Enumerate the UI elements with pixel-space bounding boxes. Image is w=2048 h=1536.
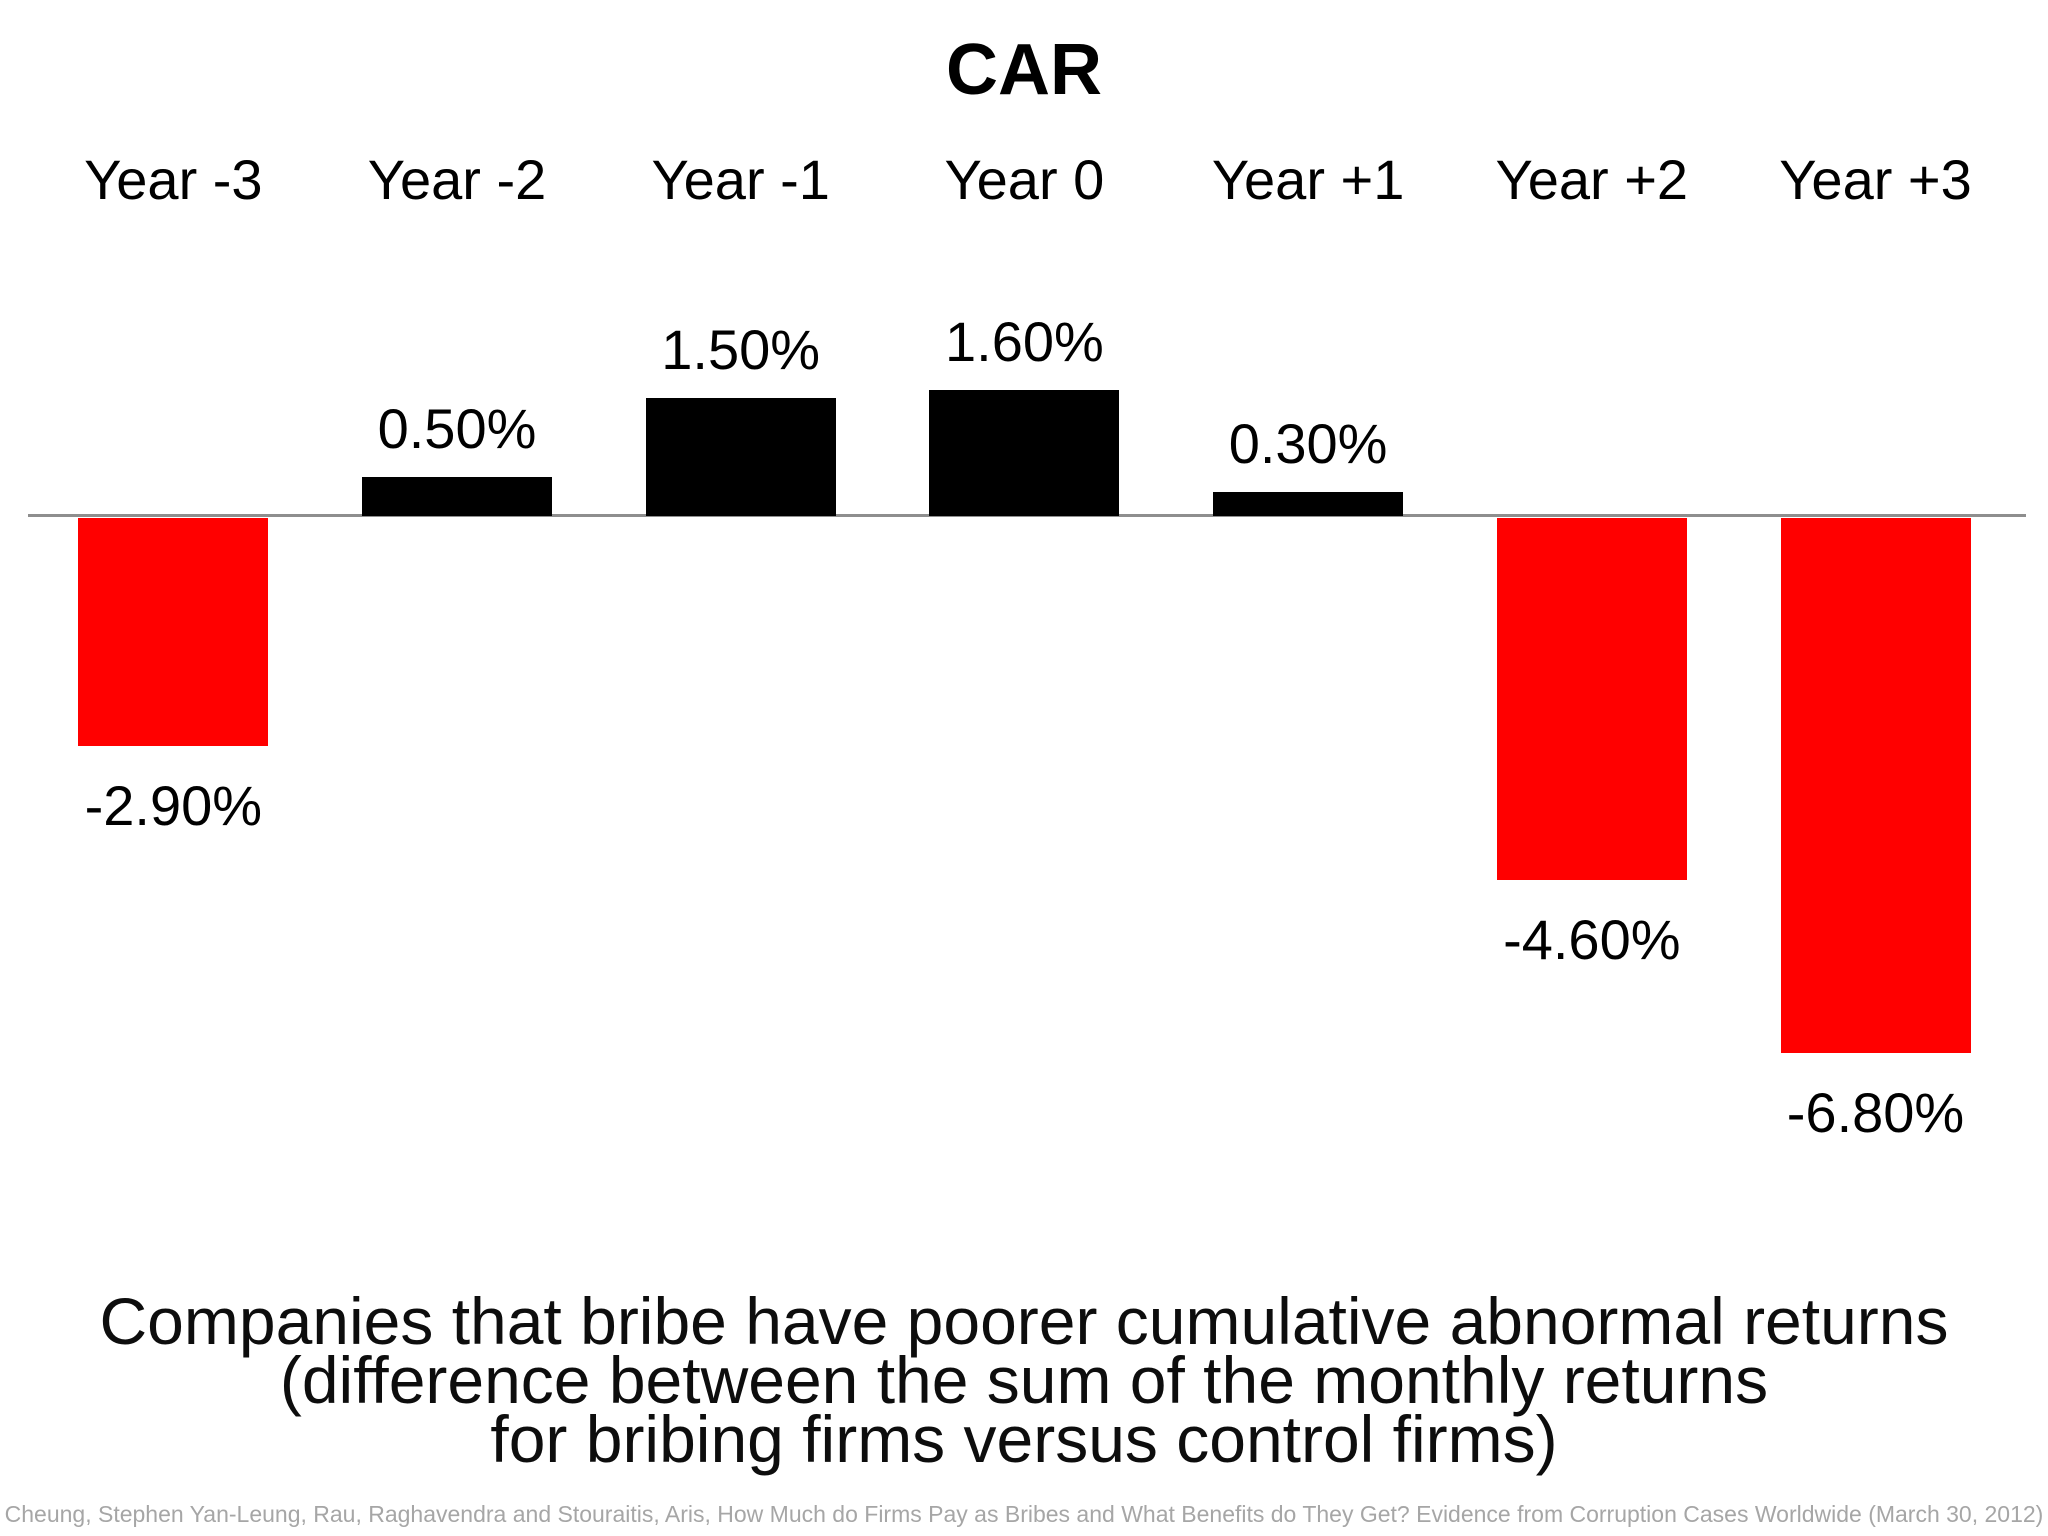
caption-line-1: Companies that bribe have poorer cumulat… (99, 1284, 1949, 1358)
bar-year-0 (929, 390, 1120, 516)
bar-year-plus2 (1496, 518, 1687, 880)
data-label-year-minus-3: -2.90% (84, 774, 263, 837)
bar-year-minus-3 (78, 518, 269, 746)
data-label-year-plus1: 0.30% (1228, 412, 1388, 475)
caption-line-3: for bribing firms versus control firms) (490, 1402, 1558, 1476)
x-axis-label-year-minus-2: Year -2 (367, 148, 547, 211)
bar-year-minus-2 (362, 477, 552, 516)
x-axis-label-year-0: Year 0 (944, 148, 1105, 211)
chart-title: CAR (946, 30, 1102, 110)
data-label-year-minus-2: 0.50% (377, 397, 537, 460)
x-axis-label-year-plus1: Year +1 (1211, 148, 1405, 211)
data-label-year-plus2: -4.60% (1503, 908, 1681, 971)
bar-year-minus-1 (645, 398, 836, 516)
x-axis-label-year-minus-3: Year -3 (84, 148, 263, 211)
bar-year-plus3 (1780, 518, 1971, 1053)
x-axis-label-year-plus3: Year +3 (1779, 148, 1972, 211)
x-axis-label-year-plus2: Year +2 (1495, 148, 1689, 211)
source-citation: Cheung, Stephen Yan-Leung, Rau, Raghaven… (4, 1501, 2044, 1527)
data-label-year-minus-1: 1.50% (661, 318, 821, 381)
caption-line-2: (difference between the sum of the month… (279, 1343, 1769, 1417)
bar-year-plus1 (1213, 492, 1404, 516)
data-label-year-0: 1.60% (944, 310, 1104, 373)
chart-caption: Companies that bribe have poorer cumulat… (0, 1284, 2048, 1476)
x-axis-label-year-minus-1: Year -1 (651, 148, 830, 211)
data-label-year-plus3: -6.80% (1786, 1081, 1965, 1144)
